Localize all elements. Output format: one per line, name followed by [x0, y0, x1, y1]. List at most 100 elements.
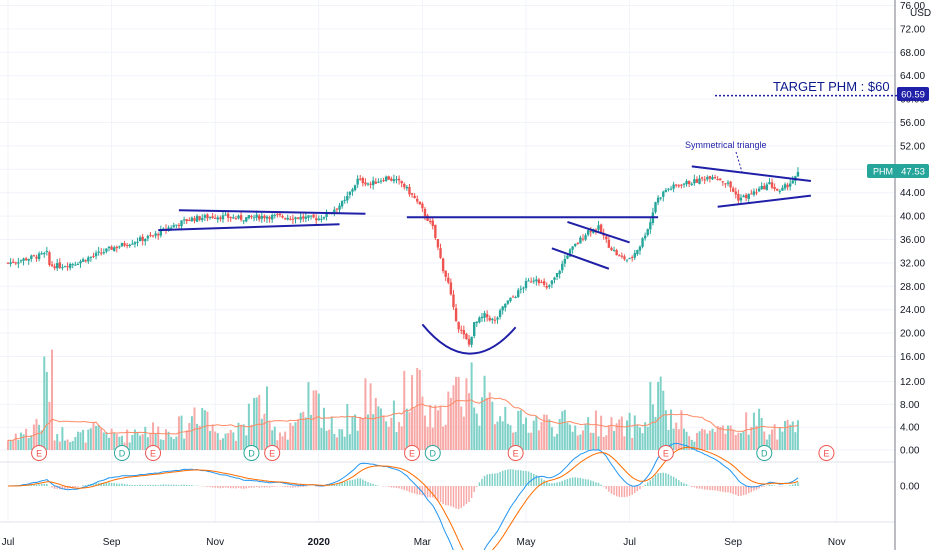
candle-body	[97, 251, 100, 253]
volume-bar	[92, 422, 95, 450]
target-price-badge[interactable]: 60.59	[897, 87, 929, 101]
candle-body	[58, 262, 61, 268]
volume-bar	[657, 381, 660, 450]
candle-body	[646, 229, 649, 235]
candle-body	[144, 238, 147, 242]
earnings-marker-label: E	[409, 449, 415, 459]
candle-body	[475, 321, 478, 324]
volume-bar	[558, 418, 561, 450]
volume-bar	[488, 392, 491, 450]
volume-bar	[281, 436, 284, 450]
volume-bar	[765, 439, 768, 450]
earnings-marker[interactable]: E	[264, 445, 281, 461]
dividend-marker[interactable]: D	[756, 445, 773, 461]
volume-bar	[701, 428, 704, 450]
volume-bar	[514, 431, 517, 450]
volume-bar	[317, 393, 320, 450]
volume-bar	[221, 438, 224, 450]
candle-body	[630, 257, 634, 259]
price-tick-label: 28.00	[900, 282, 925, 293]
triangle-annotation[interactable]: Symmetrical triangle	[685, 140, 767, 173]
candle-body	[374, 181, 377, 184]
candle-body	[747, 194, 750, 199]
volume-bar	[486, 397, 489, 450]
candle-body	[729, 181, 732, 188]
earnings-marker[interactable]: E	[404, 445, 421, 461]
candle-body	[612, 250, 616, 252]
drawings[interactable]	[158, 94, 897, 355]
candle-body	[37, 253, 41, 260]
candle-body	[131, 243, 134, 245]
dividend-marker[interactable]: D	[424, 445, 441, 461]
candle-body	[395, 179, 398, 181]
volume-bar	[491, 401, 494, 450]
volume-bar	[716, 425, 719, 450]
candle-body	[664, 189, 668, 192]
earnings-marker[interactable]: E	[31, 445, 48, 461]
volume-bar	[431, 427, 434, 450]
earnings-marker[interactable]: E	[507, 445, 524, 461]
volume-bar	[732, 430, 735, 450]
dividend-marker-label: D	[119, 449, 126, 459]
candle-body	[586, 230, 590, 235]
volume-bar	[348, 434, 351, 450]
price-tick-label: 72.00	[900, 24, 925, 35]
volume-bar	[727, 425, 730, 450]
volume-bar	[126, 429, 129, 450]
event-markers[interactable]: E E E E E E ED D D D	[31, 445, 835, 461]
dividend-marker[interactable]: D	[113, 445, 130, 461]
candle-body	[439, 248, 442, 258]
candle-body	[304, 216, 308, 219]
volume-bar	[579, 434, 582, 450]
triangle-annotation-text[interactable]: Symmetrical triangle	[685, 140, 767, 150]
earnings-marker[interactable]: E	[818, 445, 835, 461]
volume-bar	[266, 386, 268, 450]
volume-bar	[335, 437, 338, 450]
earnings-marker[interactable]: E	[657, 445, 674, 461]
candle-body	[744, 194, 748, 199]
volume-bar	[703, 429, 706, 450]
volume-moving-average	[7, 397, 799, 441]
volume-bar	[312, 390, 315, 450]
candle-body	[141, 236, 144, 241]
candle-body	[770, 182, 774, 188]
candle-body	[110, 246, 113, 250]
earnings-marker-label: E	[823, 449, 829, 459]
candle-body	[454, 308, 458, 321]
candle-body	[734, 191, 737, 195]
volume-bar	[56, 433, 59, 450]
volume-bar	[25, 428, 28, 450]
volume-tick-label: 8.00	[900, 400, 920, 411]
volume-bar	[118, 436, 121, 450]
volume-bar	[724, 433, 727, 450]
candle-body	[17, 262, 20, 264]
earnings-marker[interactable]: E	[145, 445, 162, 461]
dividend-marker[interactable]: D	[243, 445, 260, 461]
price-tick-label: 44.00	[900, 188, 925, 199]
volume-bar	[760, 417, 763, 450]
currency-label: USD	[910, 8, 931, 19]
candle-body	[198, 216, 201, 220]
target-annotation-text[interactable]: TARGET PHM : $60	[773, 79, 890, 94]
candle-body	[721, 181, 725, 183]
volume-bar	[74, 436, 77, 450]
candle-body	[620, 255, 624, 257]
candle-body	[716, 178, 719, 180]
candle-body	[576, 242, 579, 244]
candle-body	[444, 270, 447, 277]
volume-bar	[685, 431, 688, 450]
volume-bar	[133, 429, 136, 450]
volume-bar	[330, 416, 333, 450]
candle-body	[493, 319, 497, 321]
last-price-badge[interactable]: PHM 47.53	[867, 164, 929, 178]
volume-bar	[677, 429, 680, 450]
candle-body	[11, 261, 15, 263]
volume-bar	[587, 417, 590, 450]
candle-body	[672, 184, 675, 189]
target-annotation[interactable]: TARGET PHM : $60	[773, 79, 890, 94]
candle-body	[286, 217, 289, 220]
volume-bar	[307, 382, 310, 450]
candle-body	[237, 215, 240, 219]
candle-body	[193, 218, 196, 221]
